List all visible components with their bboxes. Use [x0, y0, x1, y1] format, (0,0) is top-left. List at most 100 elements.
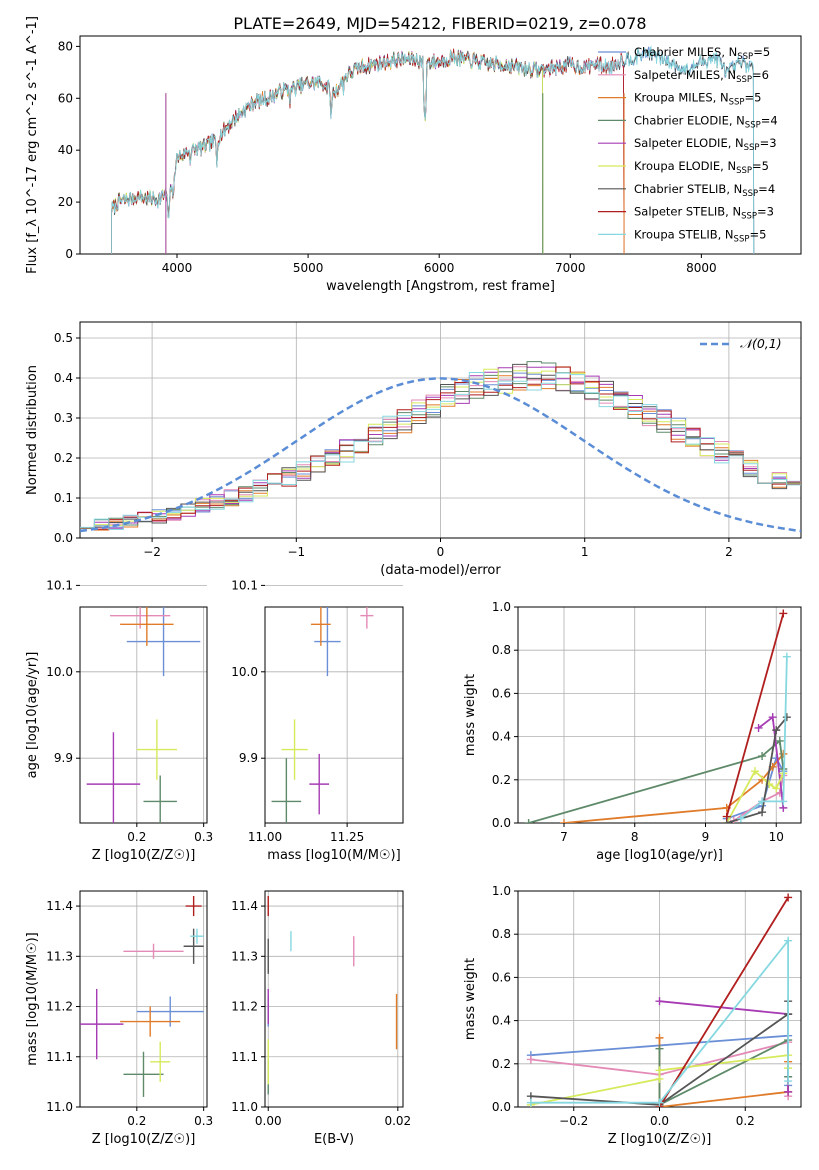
- y-tick-label: 0.5: [54, 331, 73, 345]
- legend-model: Salpeter STELIB: [634, 205, 725, 219]
- y-tick-label: 11.0: [46, 1100, 73, 1114]
- y-tick-label: 0.4: [492, 1014, 511, 1028]
- y-tick-label: 11.4: [231, 899, 258, 913]
- x-tick-label: 0.00: [255, 1114, 282, 1128]
- y-tick-label: 11.4: [46, 899, 73, 913]
- x-tick-label: 11.25: [330, 830, 364, 844]
- x-axis-label: wavelength [Angstrom, rest frame]: [326, 279, 555, 294]
- y-tick-label: 10.0: [46, 665, 73, 679]
- errorbar-point-3: [271, 758, 302, 823]
- weight-line-7: [725, 613, 785, 817]
- x-tick-label: 8000: [686, 261, 717, 275]
- y-axis-label: Normed distribution: [25, 365, 40, 495]
- plot-frame: [79, 606, 208, 824]
- x-tick-label: −1: [287, 545, 305, 559]
- y-tick-label: 9.9: [54, 751, 73, 765]
- x-tick-label: 5000: [293, 261, 324, 275]
- legend-nssp: 4: [770, 113, 777, 127]
- plot-area: [524, 609, 791, 823]
- errorbar-point-7: [185, 896, 202, 917]
- legend-nssp: 4: [768, 182, 775, 196]
- legend-model: Salpeter ELODIE: [634, 136, 728, 150]
- x-tick-label: −0.2: [559, 1114, 588, 1128]
- legend-nssp: 5: [763, 45, 770, 59]
- y-tick-label: 0.8: [492, 643, 511, 657]
- x-axis-label: Z [log10(Z/Z☉)]: [608, 1132, 712, 1147]
- weight-marker: [758, 808, 767, 817]
- x-tick-label: 0.2: [127, 830, 146, 844]
- spectrum-line-8: [111, 45, 755, 254]
- x-tick-label: 9: [702, 830, 710, 844]
- errorbar-point-8: [190, 928, 204, 944]
- weight-marker: [526, 1098, 535, 1107]
- x-tick-label: 1: [581, 545, 589, 559]
- weight-marker: [784, 936, 793, 945]
- y-tick-label: 0.1: [54, 491, 73, 505]
- x-tick-label: 0.0: [650, 1114, 669, 1128]
- plot-area: [80, 361, 801, 533]
- y-tick-label: 0.2: [54, 451, 73, 465]
- figure-title: PLATE=2649, MJD=54212, FIBERID=0219, z=0…: [233, 14, 646, 33]
- weight-marker: [779, 609, 788, 618]
- weight-marker: [736, 814, 745, 823]
- errorbar-point-6: [183, 928, 204, 964]
- y-tick-label: 80: [58, 39, 73, 53]
- chart-age-vs-Z: 0.2 0.3 9.9 10.0 10.1 Z [log10(Z/Z☉)] age [log…: [25, 578, 213, 863]
- y-axis-label: mass [log10(M/M☉)]: [25, 932, 40, 1065]
- legend-entry: Salpeter MILES, NSSP=6: [634, 68, 769, 85]
- y-axis-label: age [log10(age/yr)]: [25, 652, 40, 779]
- x-axis-label: (data-model)/error: [380, 563, 501, 578]
- legend-model: Chabrier ELODIE: [634, 113, 729, 127]
- weight-marker: [784, 1077, 793, 1086]
- y-tick-label: 0.0: [492, 816, 511, 830]
- legend-entry: Chabrier MILES, NSSP=5: [634, 45, 770, 62]
- plot-frame: [79, 321, 802, 539]
- weight-line-3: [528, 739, 785, 823]
- weight-marker: [782, 652, 791, 661]
- weight-marker: [655, 1074, 664, 1083]
- weight-line-3: [658, 1038, 789, 1107]
- weight-marker: [526, 1055, 535, 1064]
- chart-weight-vs-age: 7 8 9 10 0.0 0.2 0.4 0.6 0.8 1.0 age [log10(age/yr…: [463, 600, 802, 863]
- chart-age-vs-mass: 11.00 11.25 9.9 10.0 10.1 mass [log10(M/M☉)]: [231, 578, 404, 863]
- y-axis-label: mass weight: [463, 958, 478, 1040]
- y-tick-label: 11.2: [231, 1000, 258, 1014]
- legend-entry: Kroupa MILES, NSSP=5: [634, 91, 761, 108]
- y-tick-label: 9.9: [239, 751, 258, 765]
- y-tick-label: 0.6: [492, 970, 511, 984]
- chart-mass-vs-Z: 0.2 0.3 11.0 11.1 11.2 11.3 11.4 Z [log10(Z/Z☉)…: [25, 890, 213, 1147]
- weight-marker: [655, 997, 664, 1006]
- weight-marker: [784, 1087, 793, 1096]
- legend-nssp: 5: [759, 227, 766, 241]
- errorbar-point-0: [126, 607, 201, 677]
- errorbar-point-0: [314, 607, 341, 677]
- plot-frame: [264, 890, 404, 1108]
- y-tick-label: 0.4: [54, 371, 73, 385]
- plot-area: [111, 45, 755, 254]
- weight-marker: [775, 788, 784, 797]
- spectrum-line-3: [111, 49, 544, 254]
- weight-marker: [758, 752, 767, 761]
- y-tick-label: 11.3: [46, 949, 73, 963]
- errorbar-point-1: [360, 607, 374, 629]
- normal-curve: [80, 377, 801, 533]
- x-tick-label: 7000: [555, 261, 586, 275]
- x-tick-label: 6000: [424, 261, 455, 275]
- legend: Chabrier MILES, NSSP=5 Salpeter MILES, NS…: [598, 45, 778, 244]
- histogram-series-7: [80, 366, 801, 530]
- errorbar-point-3: [123, 1051, 164, 1097]
- x-axis-label: E(B-V): [314, 1132, 354, 1147]
- plot-frame: [79, 35, 802, 255]
- legend-entry: Chabrier STELIB, NSSP=4: [634, 182, 775, 199]
- weight-line-8: [530, 938, 789, 1104]
- legend-model: Kroupa ELODIE: [634, 159, 720, 173]
- y-tick-label: 0.8: [492, 927, 511, 941]
- y-axis-label: Flux [f_λ 10^-17 erg cm^-2 s^-1 A^-1]: [25, 16, 40, 274]
- x-tick-label: 0.2: [736, 1114, 755, 1128]
- weight-marker: [779, 797, 788, 806]
- plot-frame: [264, 606, 404, 824]
- y-tick-label: 1.0: [492, 884, 511, 898]
- y-tick-label: 0: [65, 247, 73, 261]
- errorbar-point-4: [80, 988, 124, 1060]
